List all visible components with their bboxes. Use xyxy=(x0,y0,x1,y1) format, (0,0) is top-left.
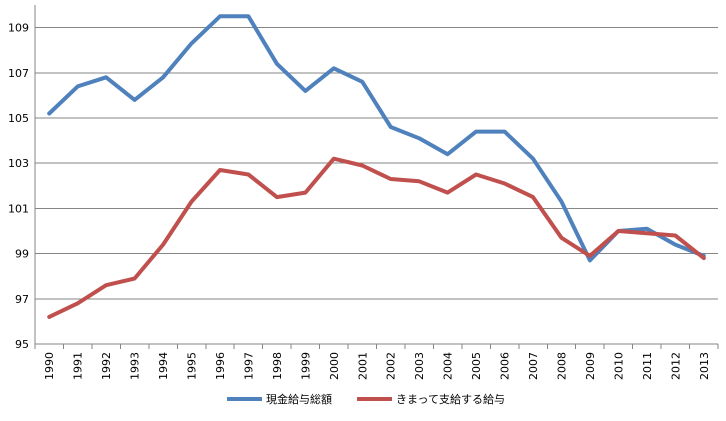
x-tick-labels: 1990 1991 1992 1993 1994 1995 1996 1997 1998 1999… xyxy=(43,352,711,380)
x-tick-label: 2003 xyxy=(413,352,426,380)
y-tick-label: 97 xyxy=(15,293,29,306)
x-tick-label: 1996 xyxy=(214,352,227,380)
x-tick-label: 2004 xyxy=(442,352,455,380)
x-tick-label: 1992 xyxy=(100,352,113,380)
grid-lines xyxy=(35,27,718,300)
x-tick-label: 1995 xyxy=(186,352,199,380)
series-lines xyxy=(47,14,706,319)
legend: 現金給与総額 きまって支給する給与 xyxy=(227,392,505,406)
axes xyxy=(34,5,719,349)
series-line-1 xyxy=(47,14,706,263)
x-tick-label: 1994 xyxy=(157,352,170,380)
x-tick-label: 1997 xyxy=(242,352,255,380)
x-tick-label: 2005 xyxy=(470,352,483,380)
x-tick-label: 1993 xyxy=(129,352,142,380)
x-tick-label: 1990 xyxy=(43,352,56,380)
y-tick-label: 103 xyxy=(8,157,29,170)
x-tick-label: 2009 xyxy=(584,352,597,380)
x-tick-label: 2006 xyxy=(499,352,512,380)
x-tick-label: 2000 xyxy=(328,352,341,380)
y-tick-label: 109 xyxy=(8,22,29,35)
y-tick-label: 107 xyxy=(8,67,29,80)
x-tick-label: 2010 xyxy=(612,352,625,380)
y-tick-label: 99 xyxy=(15,248,29,261)
x-tick-label: 2011 xyxy=(641,352,654,380)
x-tick-label: 2013 xyxy=(698,352,711,380)
y-tick-label: 95 xyxy=(15,338,29,351)
y-tick-label: 101 xyxy=(8,202,29,215)
x-tick-label: 1991 xyxy=(72,352,85,380)
x-tick-label: 1998 xyxy=(271,352,284,380)
series-line-2 xyxy=(47,156,706,319)
x-tick-label: 2012 xyxy=(669,352,682,380)
legend-label-2: きまって支給する給与 xyxy=(396,392,505,406)
x-tick-label: 2007 xyxy=(527,352,540,380)
x-tick-label: 1999 xyxy=(299,352,312,380)
x-tick-label: 2001 xyxy=(356,352,369,380)
y-tick-label: 105 xyxy=(8,112,29,125)
y-tick-labels: 95 97 99 101 103 105 107 109 xyxy=(8,22,29,351)
x-tick-label: 2002 xyxy=(385,352,398,380)
legend-label-1: 現金給与総額 xyxy=(266,392,332,406)
x-tick-label: 2008 xyxy=(555,352,568,380)
